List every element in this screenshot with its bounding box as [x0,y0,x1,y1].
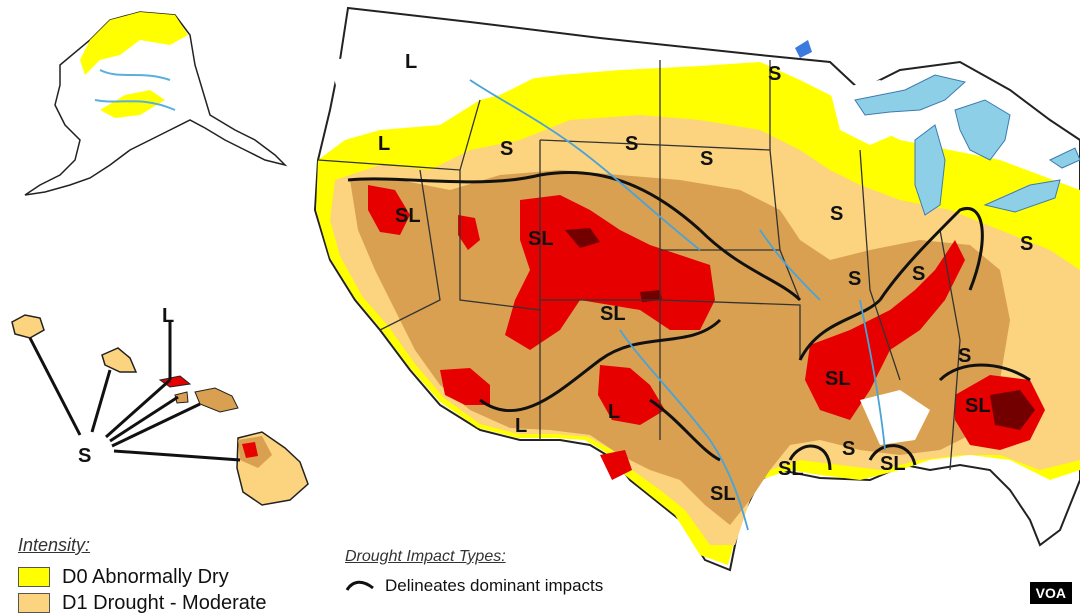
label-sl-carolina: SL [965,395,991,417]
label-s-mississippi: S [842,438,855,460]
legend-label-d0: D0 Abnormally Dry [62,565,229,588]
legend-label-d1: D1 Drought - Moderate [62,591,267,614]
label-sl-arkansas: SL [825,368,851,390]
label-sl-texas: SL [710,483,736,505]
label-l-arizona: L [515,415,527,437]
hawaii [11,314,309,506]
label-s-hawaii: S [78,445,91,467]
label-s-east: S [1020,233,1033,255]
label-l-newmexico: L [608,401,620,423]
voa-badge: VOA [1029,582,1072,604]
label-sl-gulf: SL [880,453,906,475]
conus: L L S S S S S S SL SL SL S S S SL SL L L… [78,6,1080,572]
label-s-idaho: S [500,138,513,160]
alaska [24,11,288,196]
impact-line-label: Delineates dominant impacts [385,576,604,595]
label-s-dakota: S [700,148,713,170]
label-s-kentucky: S [958,345,971,367]
label-l-hawaii: L [162,305,174,327]
label-s-minnesota: S [830,203,843,225]
legend-item-d1: D1 Drought - Moderate [18,592,267,614]
label-sl-utah: SL [528,228,554,250]
label-sl-louisiana: SL [778,458,804,480]
legend-swatch-d1 [18,593,50,613]
impact-legend: Delineates dominant impacts [345,576,603,596]
label-s-montana: S [625,133,638,155]
label-sl-colorado: SL [600,303,626,325]
label-s-north: S [768,63,781,85]
label-s-illinois: S [912,263,925,285]
impact-title: Drought Impact Types: [345,548,506,565]
legend-title: Intensity: [18,535,91,555]
label-sl-nevada: SL [395,205,421,227]
legend-swatch-d0 [18,567,50,587]
label-s-iowa: S [848,268,861,290]
legend-item-d0: D0 Abnormally Dry [18,566,229,588]
impact-line-icon [345,580,374,591]
label-l-northwest: L [405,51,417,73]
label-l-oregon: L [378,133,390,155]
